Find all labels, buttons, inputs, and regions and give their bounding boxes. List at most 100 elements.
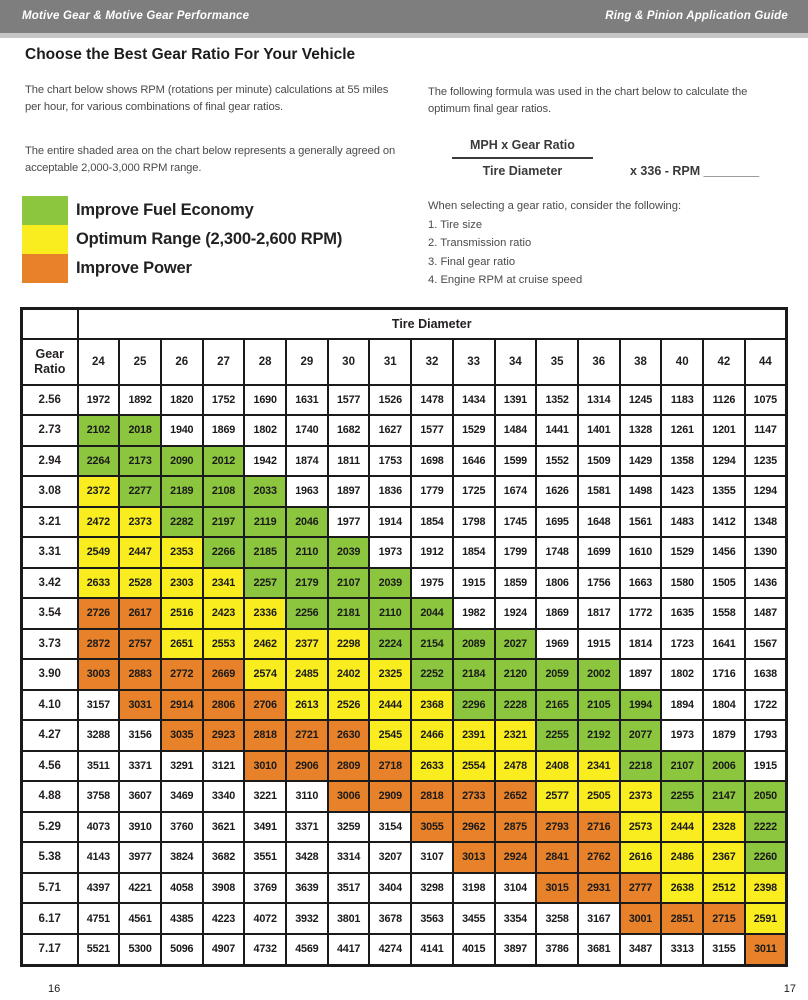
rpm-cell: 3110 — [285, 780, 329, 813]
table-row: 3.73 2872 2757 2651 2553 2462 2377 2298 2224 2154… — [20, 627, 788, 661]
considerations-title: When selecting a gear ratio, consider th… — [428, 200, 682, 212]
rpm-cell: 2818 — [243, 719, 288, 752]
rpm-cell: 2224 — [368, 627, 413, 661]
rpm-cell: 2591 — [743, 902, 788, 935]
rpm-cell: 3551 — [243, 841, 288, 874]
rpm-cell: 2793 — [535, 810, 579, 844]
considerations-list: When selecting a gear ratio, consider th… — [428, 197, 788, 290]
rpm-cell: 3897 — [493, 932, 538, 967]
gear-ratio-cell: 7.17 — [20, 932, 79, 967]
rpm-cell: 4141 — [410, 932, 454, 967]
rpm-cell: 1147 — [743, 414, 788, 447]
consideration-item: 3. Final gear ratio — [428, 255, 516, 268]
rpm-cell: 3156 — [118, 719, 162, 752]
legend-row: Improve Power — [22, 254, 342, 283]
rpm-cell: 1429 — [618, 444, 663, 478]
rpm-cell: 3682 — [201, 841, 246, 874]
page-number-right: 17 — [783, 983, 796, 995]
brand-title: Motive Gear & Motive Gear Performance — [22, 10, 250, 22]
legend-label: Optimum Range (2,300-2,600 RPM) — [76, 230, 343, 248]
rpm-cell: 2906 — [285, 749, 329, 783]
rpm-cell: 2398 — [743, 871, 788, 905]
rpm-cell: 2173 — [118, 444, 162, 478]
rpm-cell: 3006 — [326, 780, 371, 813]
rpm-cell: 2633 — [76, 566, 121, 600]
rpm-cell: 1581 — [576, 475, 621, 508]
rpm-cell: 3258 — [535, 902, 579, 935]
tire-size-header: 38 — [618, 337, 663, 386]
rpm-cell: 2321 — [493, 719, 538, 752]
rpm-cell: 3801 — [326, 902, 371, 935]
tire-size-header: 42 — [702, 337, 746, 386]
rpm-cell: 1580 — [660, 566, 705, 600]
gear-ratio-cell: 5.71 — [20, 871, 79, 905]
gear-ratio-cell: 4.10 — [20, 688, 79, 722]
rpm-cell: 2462 — [243, 627, 288, 661]
rpm-cell: 4397 — [76, 871, 121, 905]
rpm-cell: 2012 — [201, 444, 246, 478]
rpm-cell: 2472 — [76, 505, 121, 539]
rpm-cell: 2447 — [118, 536, 162, 569]
rpm-cell: 4073 — [76, 810, 121, 844]
rpm-cell: 1756 — [576, 566, 621, 600]
rpm-cell: 1799 — [493, 536, 538, 569]
tire-size-header: 25 — [118, 337, 162, 386]
rpm-cell: 2652 — [493, 780, 538, 813]
rpm-cell: 1529 — [451, 414, 496, 447]
legend-label: Improve Power — [76, 259, 192, 277]
rpm-cell: 2909 — [368, 780, 413, 813]
rpm-cell: 3371 — [285, 810, 329, 844]
table-row: 2.56 1972 1892 1820 1752 1690 1631 1577 1526 1478… — [20, 383, 788, 416]
rpm-cell: 2185 — [243, 536, 288, 569]
rpm-cell: 3003 — [76, 658, 121, 691]
rpm-cell: 2089 — [451, 627, 496, 661]
rpm-cell: 2341 — [576, 749, 621, 783]
rpm-cell: 1879 — [702, 719, 746, 752]
table-row: 4.56 3511 3371 3291 3121 3010 2906 2809 2718 2633… — [20, 749, 788, 783]
table-row: 3.54 2726 2617 2516 2423 2336 2256 2181 2110 2044… — [20, 597, 788, 630]
rpm-cell: 2107 — [326, 566, 371, 600]
rpm-cell: 2256 — [285, 597, 329, 630]
gear-ratio-cell: 2.73 — [20, 414, 79, 447]
rpm-cell: 1994 — [618, 688, 663, 722]
consideration-item: 2. Transmission ratio — [428, 237, 532, 249]
rpm-cell: 3154 — [368, 810, 413, 844]
table-row: 3.90 3003 2883 2772 2669 2574 2485 2402 2325 2252… — [20, 658, 788, 691]
rpm-cell: 1940 — [159, 414, 204, 447]
rpm-cell: 2189 — [159, 475, 204, 508]
rpm-cell: 1897 — [618, 658, 663, 691]
rpm-cell: 2423 — [201, 597, 246, 630]
gear-ratio-cell: 5.38 — [20, 841, 79, 874]
rpm-cell: 1722 — [743, 688, 788, 722]
rpm-cell: 3340 — [201, 780, 246, 813]
rpm-cell: 3769 — [243, 871, 288, 905]
rpm-cell: 3207 — [368, 841, 413, 874]
formula-numerator: MPH x Gear Ratio — [452, 138, 593, 159]
rpm-cell: 2757 — [118, 627, 162, 661]
rpm-cell: 1897 — [326, 475, 371, 508]
rpm-cell: 1483 — [660, 505, 705, 539]
rpm-cell: 2818 — [410, 780, 454, 813]
rpm-cell: 3511 — [76, 749, 121, 783]
rpm-cell: 1390 — [743, 536, 788, 569]
gear-ratio-cell: 3.90 — [20, 658, 79, 691]
rpm-cell: 3428 — [285, 841, 329, 874]
rpm-cell: 1391 — [493, 383, 538, 416]
rpm-cell: 3621 — [201, 810, 246, 844]
rpm-cell: 2772 — [159, 658, 204, 691]
rpm-cell: 2181 — [326, 597, 371, 630]
table-row: 4.10 3157 3031 2914 2806 2706 2613 2526 2444 2368… — [20, 688, 788, 722]
rpm-cell: 3031 — [118, 688, 162, 722]
table-row: 3.21 2472 2373 2282 2197 2119 2046 1977 1914 1854… — [20, 505, 788, 539]
rpm-cell: 2391 — [451, 719, 496, 752]
rpm-cell: 2033 — [243, 475, 288, 508]
rpm-cell: 2485 — [285, 658, 329, 691]
rpm-cell: 2059 — [535, 658, 579, 691]
rpm-cell: 1245 — [618, 383, 663, 416]
rpm-cell: 1817 — [576, 597, 621, 630]
rpm-cell: 2444 — [368, 688, 413, 722]
rpm-cell: 1505 — [702, 566, 746, 600]
rpm-cell: 1558 — [702, 597, 746, 630]
tire-size-header: 40 — [660, 337, 705, 386]
legend-label: Improve Fuel Economy — [76, 201, 254, 219]
